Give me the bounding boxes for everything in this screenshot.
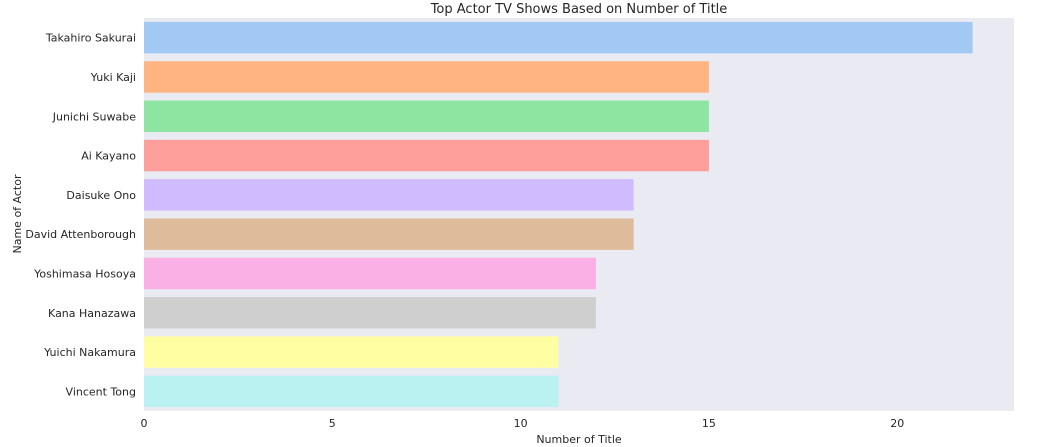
x-tick-label: 20: [890, 417, 904, 430]
x-axis-label: Number of Title: [536, 433, 622, 446]
bar-junichi-suwabe: [144, 100, 709, 132]
bar-kana-hanazawa: [144, 297, 596, 329]
y-tick-labels: Takahiro Sakurai Yuki Kaji Junichi Suwabe A…: [25, 32, 136, 399]
y-axis-label: Name of Actor: [11, 174, 24, 253]
bar-yoshimasa-hosoya: [144, 257, 596, 290]
y-tick-label: Takahiro Sakurai: [45, 32, 136, 45]
y-tick-label: Vincent Tong: [66, 385, 136, 398]
bar-takahiro-sakurai: [144, 21, 973, 54]
bar-yuichi-nakamura: [144, 336, 559, 368]
x-tick-label: 10: [514, 417, 528, 430]
y-tick-label: Yoshimasa Hosoya: [33, 267, 136, 280]
chart-title: Top Actor TV Shows Based on Number of Ti…: [430, 2, 728, 17]
x-tick-label: 5: [329, 417, 336, 430]
bar-vincent-tong: [144, 375, 559, 408]
y-tick-label: Daisuke Ono: [66, 189, 136, 202]
y-tick-label: David Attenborough: [25, 228, 136, 241]
y-tick-label: Junichi Suwabe: [52, 110, 136, 123]
bars-group: [144, 21, 973, 408]
x-tick-labels: 0 5 10 15 20: [141, 417, 905, 430]
bar-david-attenborough: [144, 218, 634, 250]
bar-daisuke-ono: [144, 179, 634, 211]
y-tick-label: Yuichi Nakamura: [43, 346, 136, 359]
x-tick-label: 0: [141, 417, 148, 430]
y-tick-label: Ai Kayano: [81, 150, 136, 163]
x-tick-label: 15: [702, 417, 716, 430]
bar-yuki-kaji: [144, 61, 709, 93]
y-tick-label: Yuki Kaji: [90, 71, 136, 84]
y-tick-label: Kana Hanazawa: [48, 307, 136, 320]
bar-ai-kayano: [144, 139, 709, 172]
